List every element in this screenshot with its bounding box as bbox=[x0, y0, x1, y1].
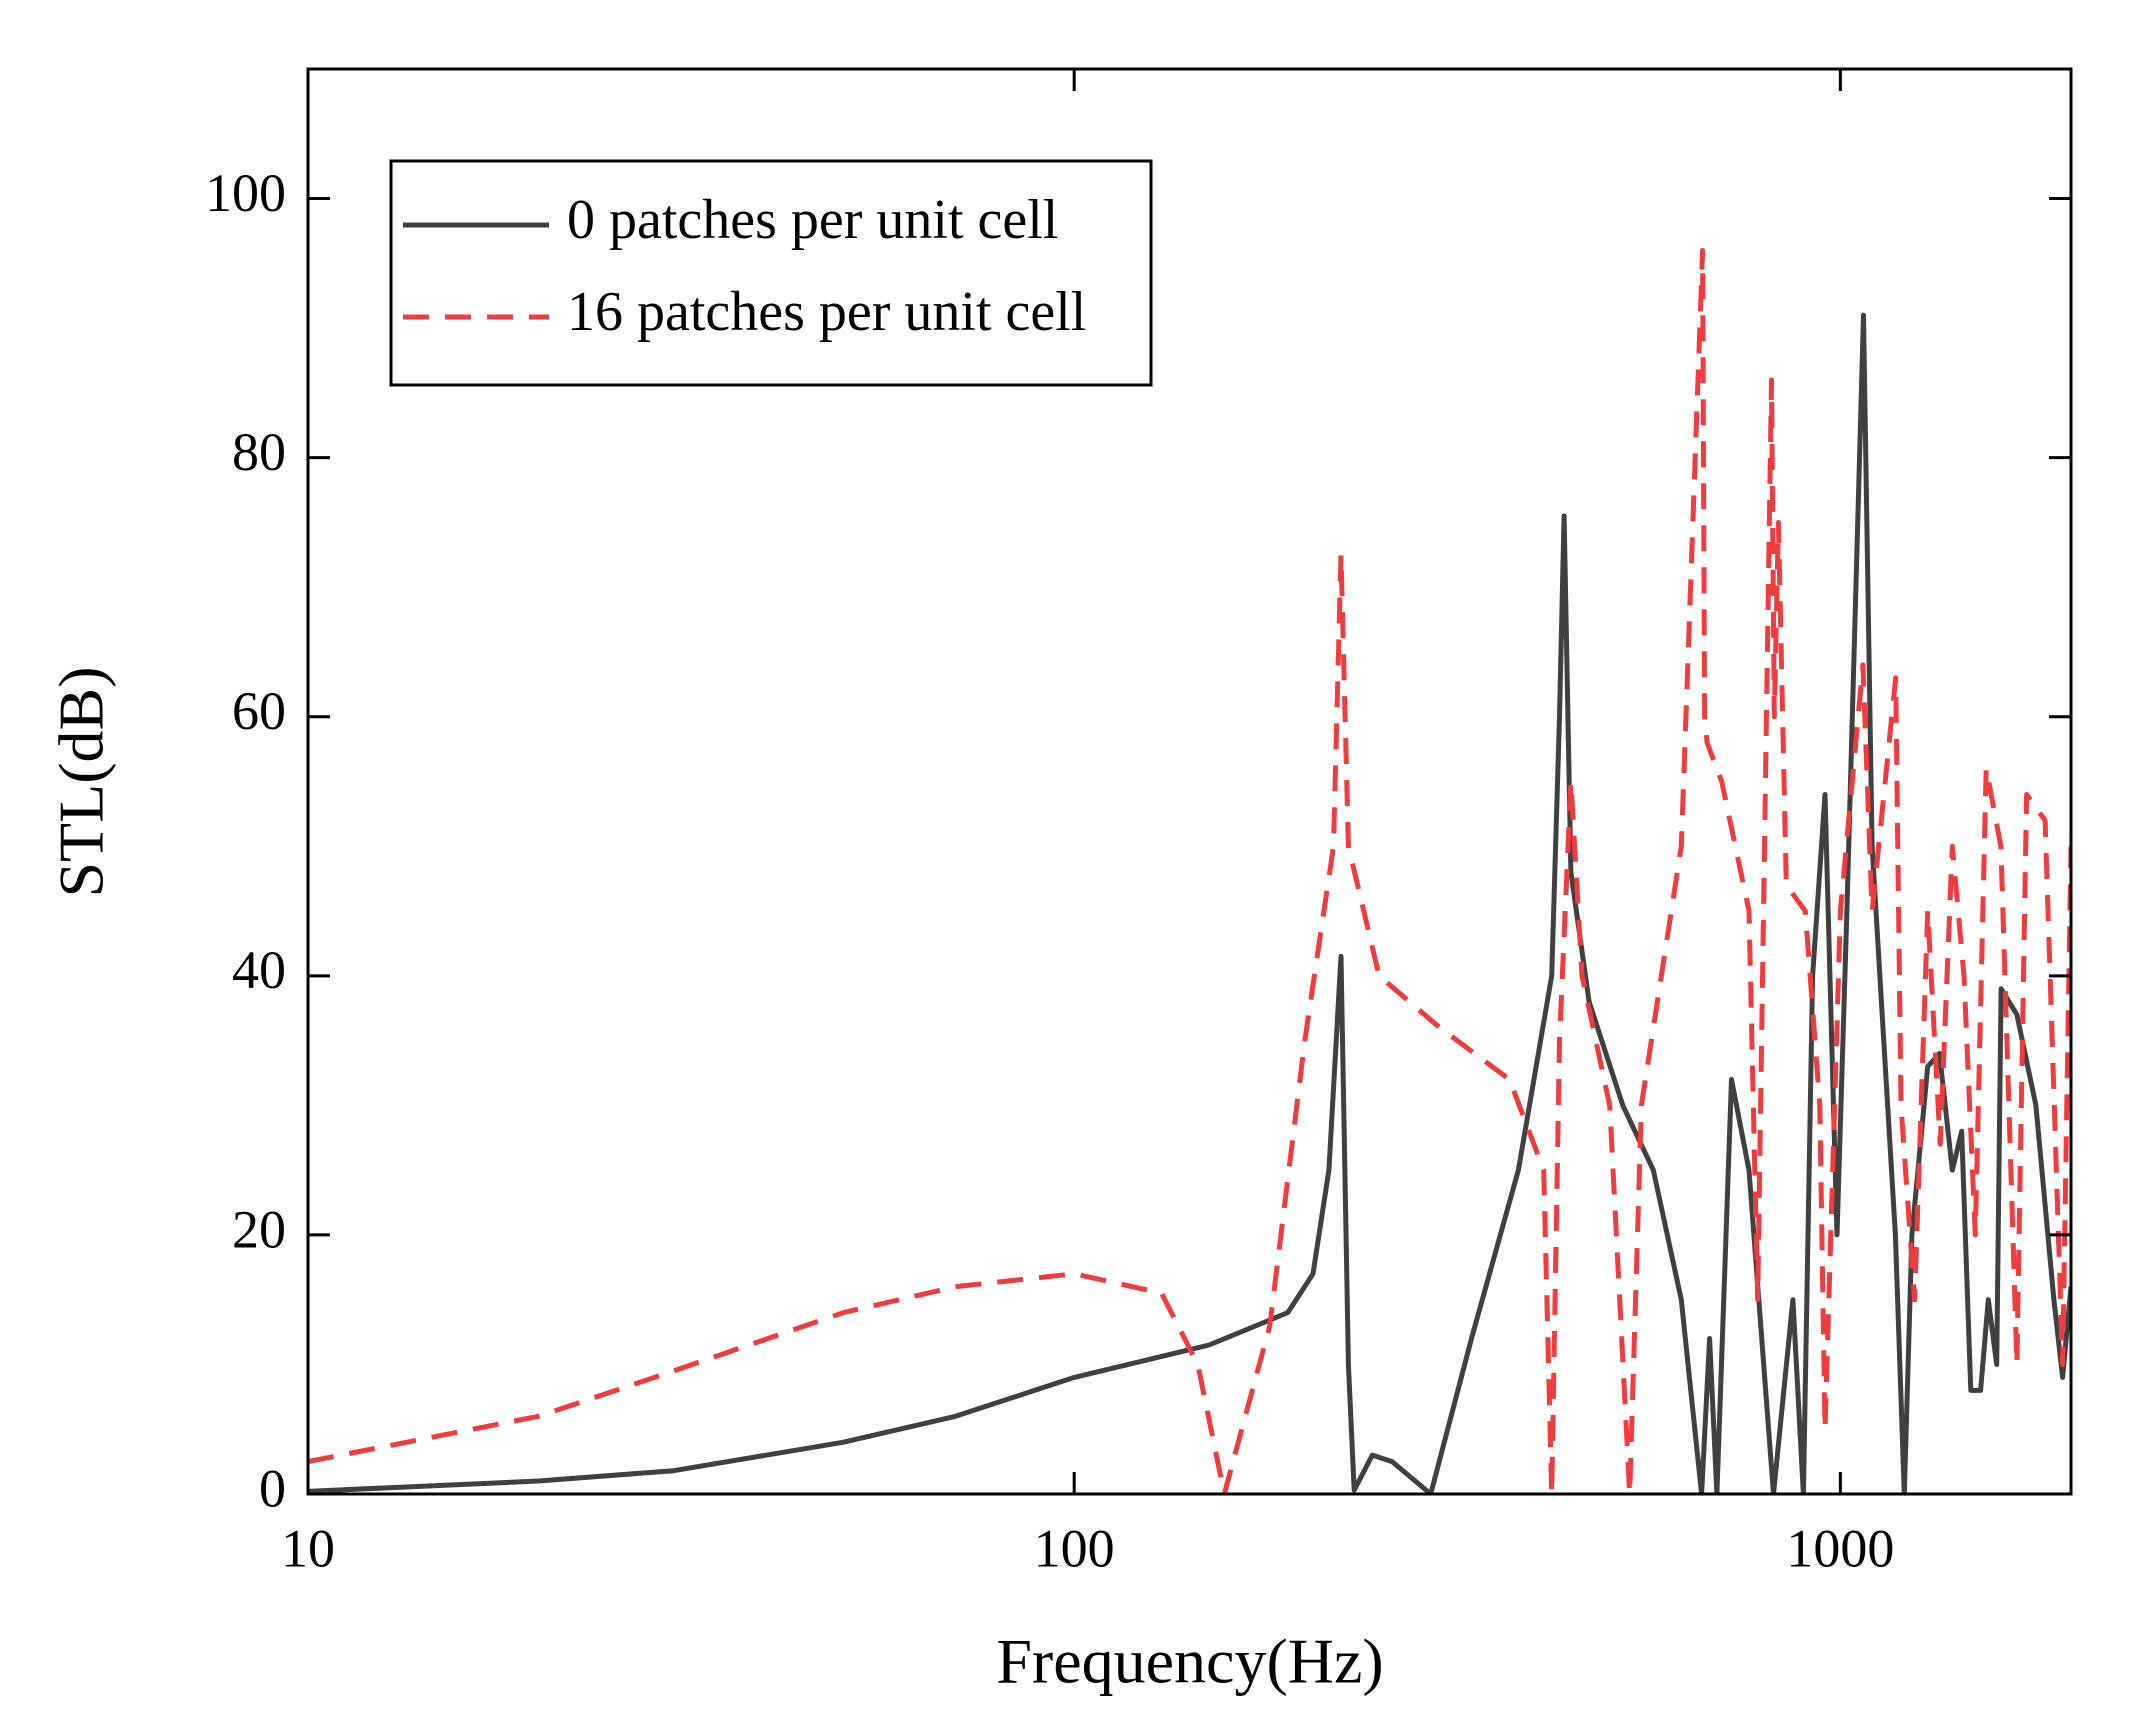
x-tick-label: 10 bbox=[281, 1518, 335, 1578]
x-axis-title: Frequency(Hz) bbox=[996, 1626, 1383, 1697]
y-tick-label: 60 bbox=[232, 681, 286, 741]
series-line bbox=[308, 247, 2071, 1494]
y-tick-label: 100 bbox=[205, 163, 286, 223]
legend-box bbox=[389, 159, 1153, 387]
y-axis-title: STL(dB) bbox=[46, 666, 117, 897]
x-tick-label: 1000 bbox=[1786, 1518, 1894, 1578]
series-line bbox=[308, 312, 2071, 1494]
y-tick-label: 0 bbox=[259, 1458, 286, 1518]
plot-frame bbox=[306, 67, 2073, 1496]
y-tick-label: 20 bbox=[232, 1199, 286, 1259]
x-tick-label: 100 bbox=[1034, 1518, 1115, 1578]
y-tick-label: 40 bbox=[232, 940, 286, 1000]
y-tick-label: 80 bbox=[232, 422, 286, 482]
legend-label: 0 patches per unit cell bbox=[567, 189, 1058, 251]
legend-label: 16 patches per unit cell bbox=[567, 281, 1086, 343]
